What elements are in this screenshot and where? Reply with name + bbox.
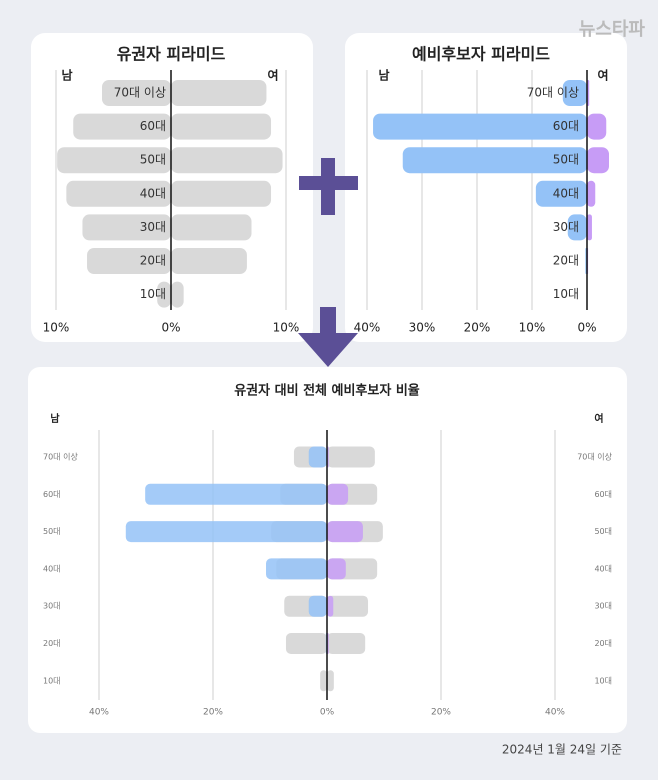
y-tick-label: 60대 <box>43 490 61 499</box>
bar <box>327 521 363 543</box>
x-tick-label: 20% <box>203 708 223 718</box>
y-tick-label: 40대 <box>594 564 612 573</box>
y-tick-label: 50대 <box>594 527 612 536</box>
bar <box>327 595 334 617</box>
y-tick-label: 70대 이상 <box>527 86 579 100</box>
chart-title: 유권자 피라미드 <box>117 45 226 64</box>
bar <box>157 281 171 308</box>
bar <box>308 446 327 468</box>
y-tick-label: 20대 <box>43 639 61 648</box>
x-tick-label: 40% <box>354 321 381 335</box>
x-tick-label: 0% <box>161 321 180 335</box>
chart-title: 유권자 대비 전체 예비후보자 비율 <box>234 383 420 399</box>
y-tick-label: 50대 <box>140 153 166 167</box>
x-tick-label: 30% <box>409 321 436 335</box>
bar <box>87 248 171 274</box>
bar <box>327 670 334 692</box>
bar <box>171 248 247 274</box>
x-tick-label: 0% <box>320 708 335 718</box>
y-tick-label: 10대 <box>140 287 166 301</box>
y-tick-label: 30대 <box>553 220 579 234</box>
bar <box>82 214 171 241</box>
y-tick-label: 70대 이상 <box>43 452 78 462</box>
x-tick-label: 20% <box>464 321 491 335</box>
bar <box>402 147 587 174</box>
chart-title: 예비후보자 피라미드 <box>412 45 550 64</box>
bar <box>125 521 327 543</box>
bar <box>171 214 252 241</box>
y-tick-label: 20대 <box>594 639 612 648</box>
y-tick-label: 60대 <box>553 119 579 133</box>
y-tick-label: 10대 <box>594 676 612 685</box>
bar <box>587 214 592 241</box>
bar <box>327 558 346 580</box>
bar <box>73 113 171 140</box>
bar <box>327 483 349 505</box>
side-label: 남 <box>50 412 60 425</box>
bar <box>171 147 283 174</box>
side-label: 남 <box>378 68 389 83</box>
bar <box>171 281 184 308</box>
y-tick-label: 10대 <box>43 676 61 685</box>
bar <box>587 113 607 140</box>
bar <box>171 113 272 140</box>
y-tick-label: 70대 이상 <box>577 452 612 462</box>
y-tick-label: 60대 <box>140 119 166 133</box>
y-tick-label: 50대 <box>553 153 579 167</box>
bar <box>57 147 171 174</box>
bar <box>171 180 272 207</box>
y-tick-label: 10대 <box>553 287 579 301</box>
bar <box>373 113 587 140</box>
y-tick-label: 20대 <box>140 254 166 268</box>
side-label: 여 <box>267 68 278 83</box>
side-label: 여 <box>594 412 603 425</box>
y-tick-label: 40대 <box>43 564 61 573</box>
bar <box>320 670 327 692</box>
footnote: 2024년 1월 24일 기준 <box>502 743 622 757</box>
bar <box>587 180 596 207</box>
y-tick-label: 70대 이상 <box>114 86 166 100</box>
bar <box>567 214 587 241</box>
bar <box>171 80 267 106</box>
bar <box>102 80 171 106</box>
y-tick-label: 20대 <box>553 254 579 268</box>
y-tick-label: 40대 <box>553 186 579 200</box>
bar <box>562 80 587 106</box>
x-tick-label: 10% <box>43 321 70 335</box>
bar <box>308 595 327 617</box>
down-arrow <box>298 307 358 367</box>
y-tick-label: 50대 <box>43 527 61 536</box>
y-tick-label: 30대 <box>594 602 612 611</box>
logo: 뉴스타파 <box>579 19 646 40</box>
plus-sign <box>299 158 358 215</box>
bar <box>327 446 375 468</box>
bar <box>145 483 327 505</box>
side-label: 여 <box>597 68 608 83</box>
side-label: 남 <box>61 68 72 83</box>
card <box>345 33 627 342</box>
x-tick-label: 10% <box>519 321 546 335</box>
x-tick-label: 40% <box>545 708 565 718</box>
y-tick-label: 30대 <box>140 220 166 234</box>
x-tick-label: 20% <box>431 708 451 718</box>
bar <box>587 147 609 174</box>
bar <box>327 633 366 654</box>
bar <box>535 180 587 207</box>
bar <box>285 633 327 654</box>
x-tick-label: 40% <box>89 708 109 718</box>
x-tick-label: 10% <box>273 321 300 335</box>
y-tick-label: 60대 <box>594 490 612 499</box>
x-tick-label: 0% <box>577 321 596 335</box>
bar <box>66 180 171 207</box>
y-tick-label: 40대 <box>140 186 166 200</box>
y-tick-label: 30대 <box>43 602 61 611</box>
bar <box>266 558 327 580</box>
bar <box>327 595 369 617</box>
